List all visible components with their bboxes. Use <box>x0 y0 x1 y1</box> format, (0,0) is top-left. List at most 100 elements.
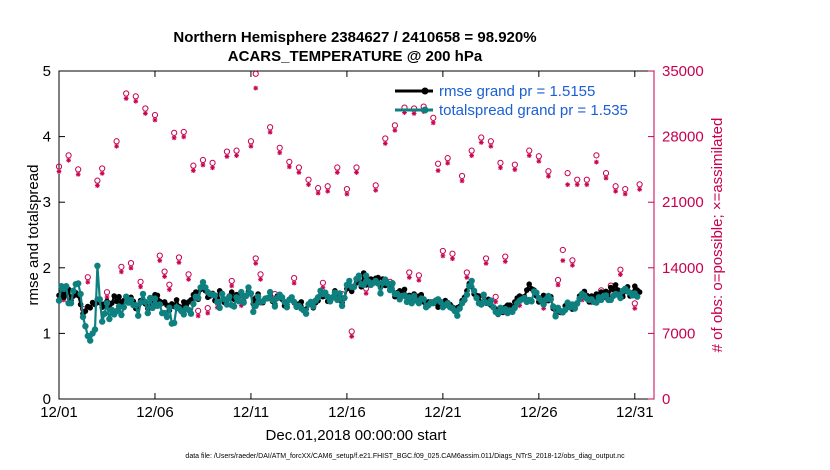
totalspread-marker <box>156 301 163 308</box>
totalspread-marker <box>550 303 557 310</box>
obs-possible-marker <box>554 276 562 284</box>
rmse-marker <box>113 298 120 305</box>
totalspread-marker <box>77 290 84 298</box>
totalspread-marker <box>230 303 238 310</box>
rmse-marker <box>111 293 117 299</box>
obs-possible-marker <box>468 147 475 154</box>
totalspread-marker <box>62 283 70 290</box>
obs-possible-marker <box>406 269 413 276</box>
totalspread-marker <box>540 301 547 308</box>
y-tick-right-label: 21000 <box>662 194 704 211</box>
totalspread-marker <box>75 280 82 287</box>
obs-assimilated-marker <box>344 191 350 197</box>
totalspread-marker <box>171 319 178 327</box>
obs-possible-marker <box>171 129 178 136</box>
obs-assimilated-marker <box>128 265 134 271</box>
obs-assimilated-marker <box>512 167 518 173</box>
totalspread-marker <box>180 311 187 318</box>
obs-assimilated-marker <box>190 168 196 173</box>
obs-assimilated-marker <box>286 164 292 170</box>
obs-assimilated-marker <box>296 170 302 175</box>
obs-assimilated-marker <box>186 276 191 282</box>
obs-assimilated-marker <box>416 277 422 283</box>
totalspread-marker <box>211 292 219 299</box>
obs-assimilated-marker <box>469 153 475 158</box>
totalspread-marker <box>593 299 600 306</box>
obs-assimilated-marker <box>603 175 609 181</box>
obs-possible-marker <box>612 183 619 190</box>
obs-assimilated-marker <box>430 120 436 126</box>
obs-assimilated-marker <box>162 274 167 279</box>
totalspread-marker <box>355 272 363 279</box>
totalspread-marker <box>82 323 89 330</box>
obs-assimilated-marker <box>291 280 297 286</box>
totalspread-marker <box>377 290 384 297</box>
obs-possible-marker <box>209 159 216 166</box>
obs-assimilated-marker <box>464 275 470 280</box>
totalspread-marker <box>454 312 461 319</box>
obs-possible-marker <box>286 158 293 166</box>
totalspread-marker <box>389 280 396 287</box>
totalspread-marker <box>437 298 444 306</box>
obs-assimilated-marker <box>613 188 619 194</box>
obs-possible-marker <box>228 277 235 285</box>
obs-possible-marker <box>449 250 456 257</box>
totalspread-marker <box>468 277 475 285</box>
totalspread-marker <box>91 326 99 333</box>
obs-assimilated-marker <box>195 313 201 319</box>
totalspread-marker <box>420 296 427 303</box>
legend-rmse-label: rmse grand pr = 1.5155 <box>439 83 595 100</box>
totalspread-marker <box>149 304 156 311</box>
y-tick-left-label: 1 <box>43 325 51 342</box>
obs-possible-marker <box>564 170 571 177</box>
obs-assimilated-marker <box>152 117 158 123</box>
totalspread-marker <box>55 297 63 304</box>
obs-possible-marker <box>382 135 389 142</box>
obs-assimilated-marker <box>200 162 206 168</box>
totalspread-marker <box>478 301 485 308</box>
totalspread-marker <box>235 298 243 305</box>
totalspread-marker <box>310 303 317 310</box>
obs-possible-marker <box>113 138 120 145</box>
totalspread-marker <box>470 287 478 294</box>
obs-possible-marker <box>223 148 231 155</box>
obs-possible-marker <box>482 255 490 262</box>
obs-assimilated-marker <box>56 169 62 174</box>
obs-possible-marker <box>391 122 398 129</box>
obs-assimilated-marker <box>205 310 211 316</box>
totalspread-marker <box>634 293 641 300</box>
totalspread-marker <box>336 290 343 297</box>
totalspread-marker <box>67 300 75 307</box>
totalspread-marker <box>374 280 382 287</box>
obs-possible-marker <box>84 274 91 281</box>
obs-possible-marker <box>444 155 451 162</box>
obs-assimilated-marker <box>133 98 139 104</box>
totalspread-marker <box>480 291 487 298</box>
totalspread-marker <box>528 298 535 305</box>
obs-assimilated-marker <box>85 279 91 285</box>
rmse-marker <box>610 286 616 293</box>
obs-possible-marker <box>123 90 130 97</box>
obs-assimilated-marker <box>450 256 455 262</box>
totalspread-marker <box>466 283 473 290</box>
totalspread-marker <box>226 293 233 300</box>
totalspread-marker <box>240 299 247 306</box>
obs-assimilated-marker <box>253 85 259 91</box>
obs-possible-marker <box>65 152 72 159</box>
totalspread-marker <box>115 303 123 310</box>
obs-possible-marker <box>511 161 518 168</box>
totalspread-marker <box>617 294 624 302</box>
obs-assimilated-marker <box>502 259 508 264</box>
obs-assimilated-marker <box>349 334 355 339</box>
obs-assimilated-marker <box>584 182 590 188</box>
obs-possible-marker <box>559 246 566 254</box>
obs-assimilated-marker <box>267 129 273 135</box>
totalspread-marker <box>487 297 495 304</box>
obs-assimilated-marker <box>406 275 412 280</box>
obs-assimilated-marker <box>234 153 239 158</box>
y-tick-right-label: 0 <box>662 391 670 408</box>
totalspread-marker <box>166 304 173 311</box>
obs-assimilated-marker <box>306 182 311 188</box>
y-tick-left-label: 5 <box>43 63 51 80</box>
